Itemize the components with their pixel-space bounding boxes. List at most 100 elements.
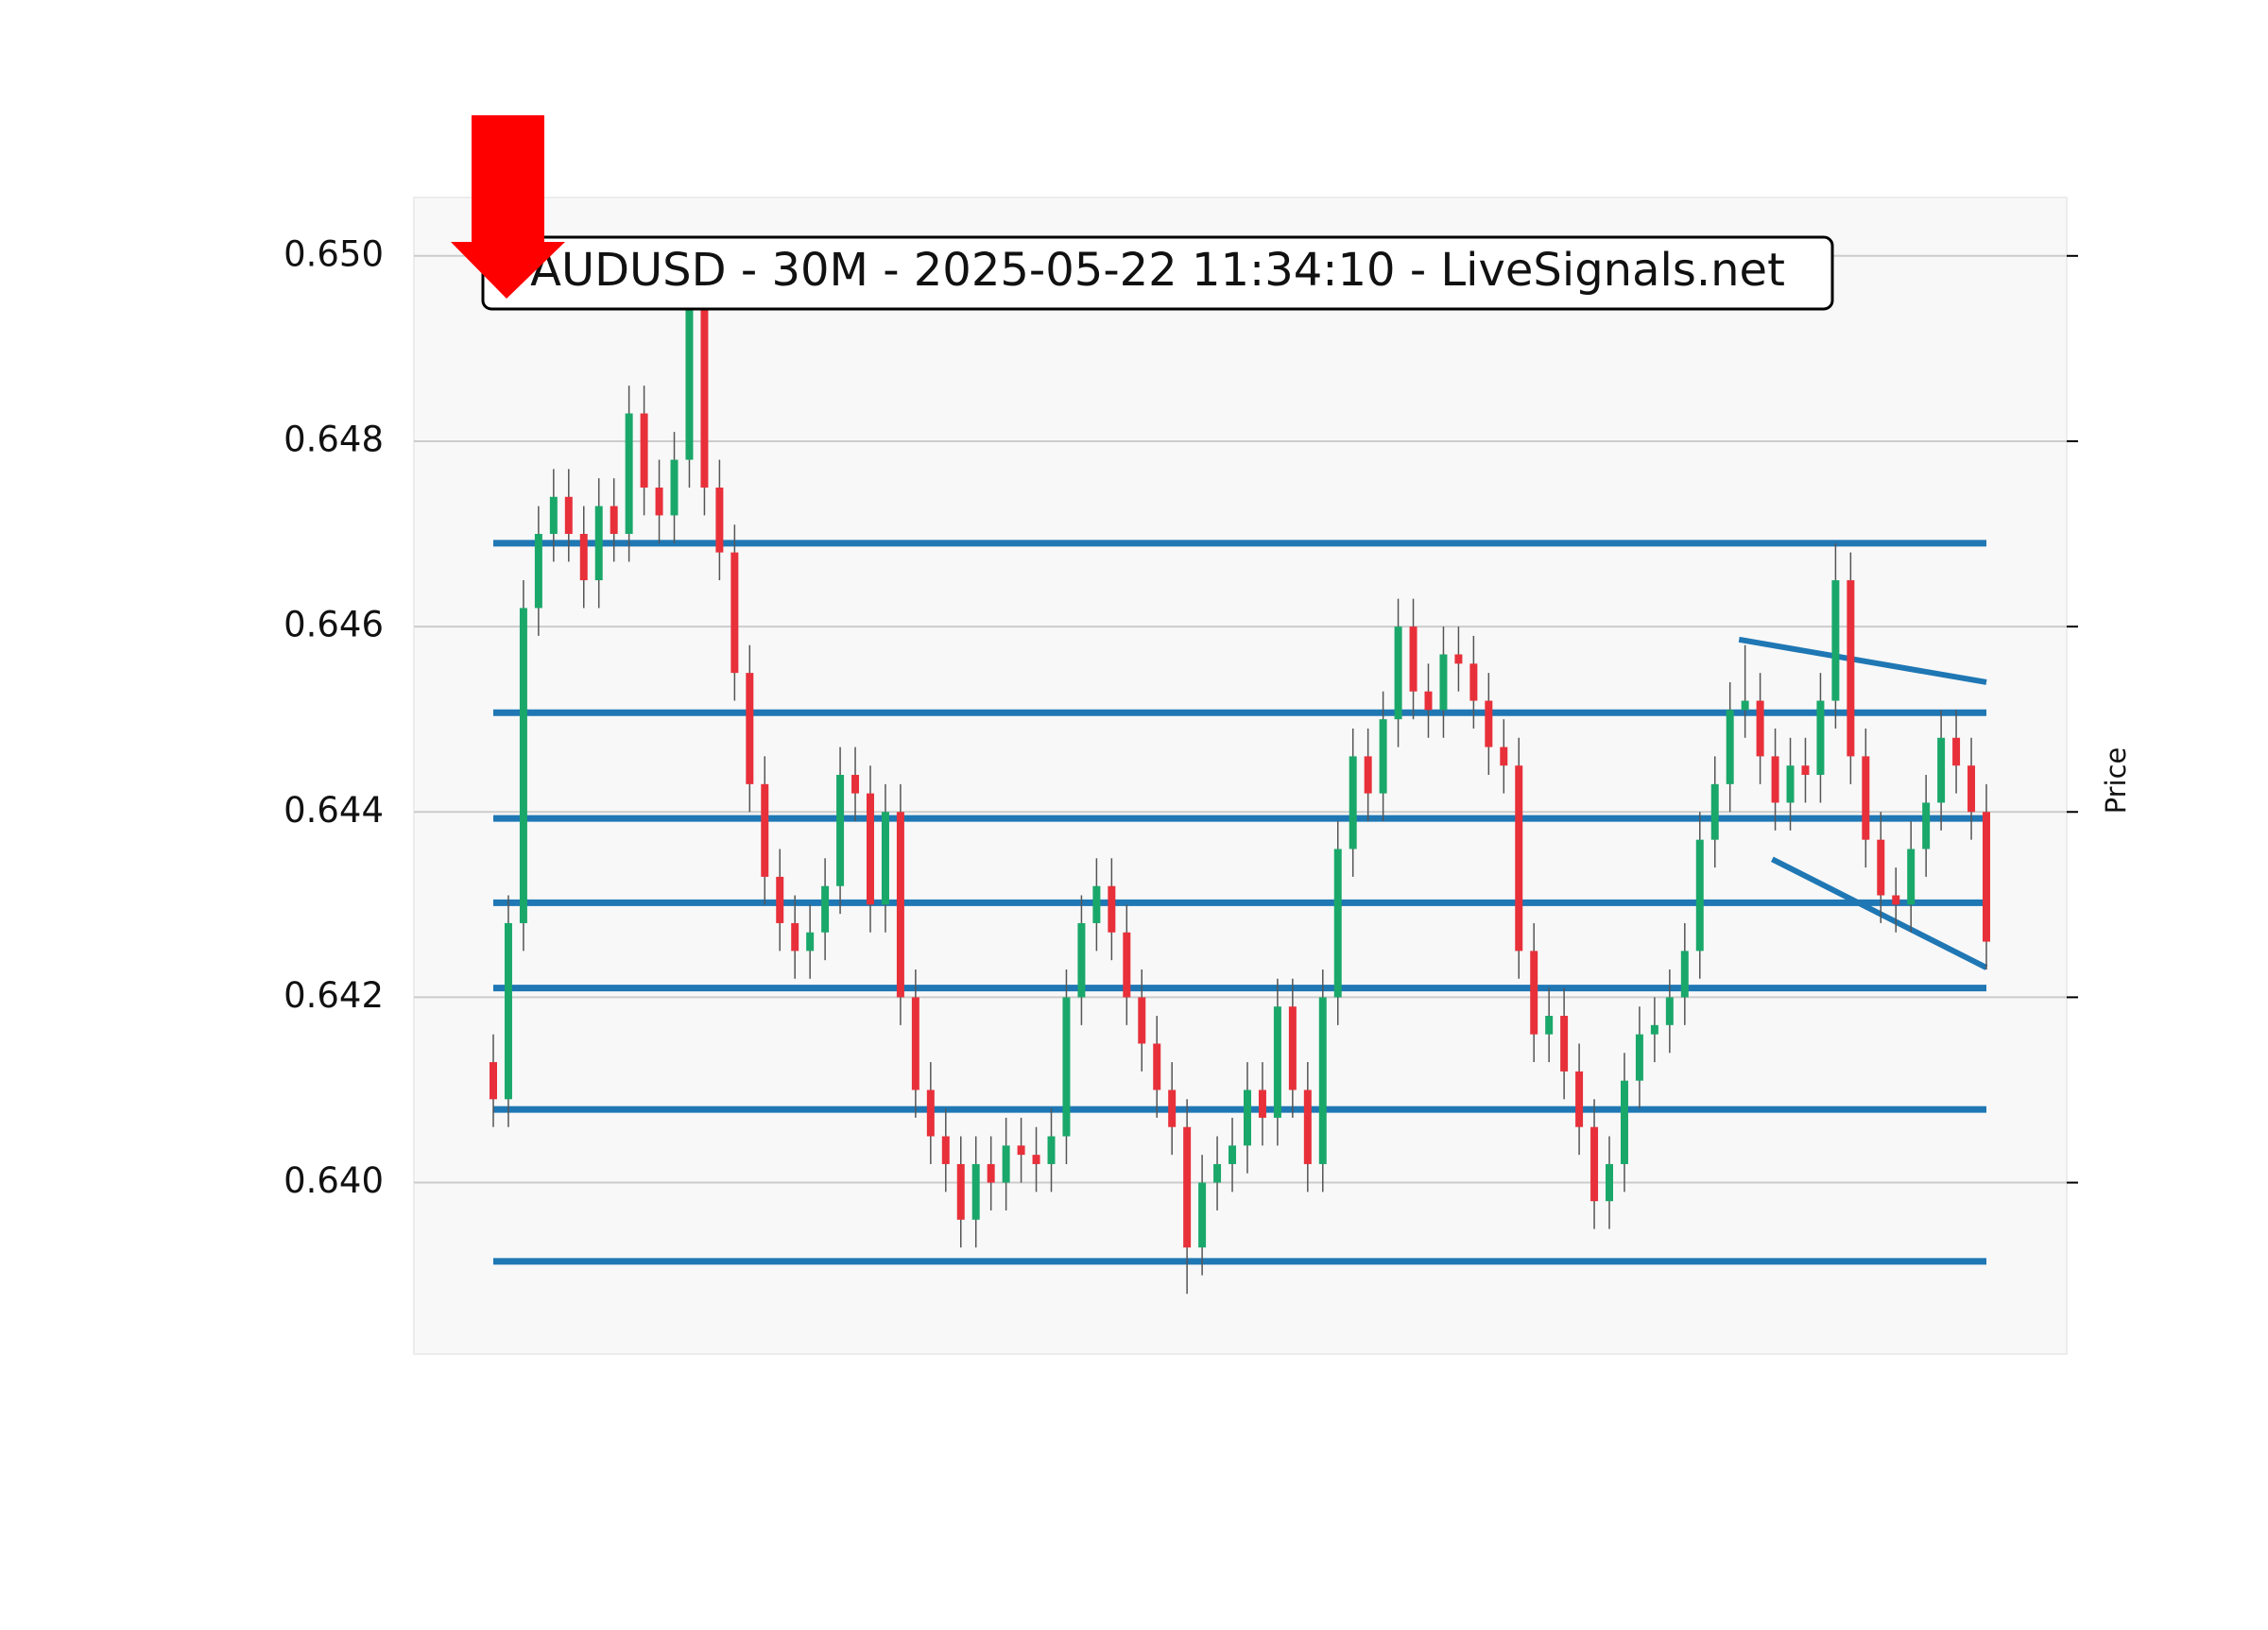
candle-body <box>1515 765 1523 952</box>
candle-body <box>625 413 633 535</box>
candle-body <box>1967 765 1976 813</box>
y-axis-label: Price <box>2100 747 2132 815</box>
chart-title: AUDUSD - 30M - 2025-05-22 11:34:10 - Liv… <box>530 244 1785 297</box>
candle-body <box>851 775 860 794</box>
candle-body <box>1816 700 1825 776</box>
plot-area <box>413 197 2068 1355</box>
candle-body <box>1862 756 1870 840</box>
candle-body <box>1500 746 1508 766</box>
y-tick-label: 0.642 <box>284 975 384 1016</box>
candle-body <box>971 1163 980 1220</box>
candle-body <box>1454 654 1463 664</box>
candle-body <box>1560 1016 1569 1072</box>
y-axis: 0.640 0.642 0.644 0.646 0.648 0.650 <box>284 233 2078 1201</box>
candle-body <box>881 812 889 905</box>
candle-body <box>1303 1090 1312 1164</box>
candle-body <box>1213 1163 1222 1183</box>
candle-body <box>534 534 542 609</box>
y-tick-label: 0.648 <box>284 419 384 459</box>
candle-body <box>1183 1126 1192 1248</box>
candle-body <box>519 608 527 923</box>
candle-body <box>806 932 815 952</box>
candle-body <box>1198 1182 1207 1248</box>
y-tick-label: 0.644 <box>284 790 384 831</box>
candle-body <box>579 534 588 581</box>
candles <box>490 255 1990 1295</box>
candle-body <box>1228 1145 1237 1164</box>
candle-body <box>1786 765 1795 803</box>
candle-body <box>1424 691 1433 711</box>
candle-body <box>640 413 648 488</box>
candle-body <box>490 1062 497 1100</box>
candle-body <box>1439 654 1448 711</box>
trend-line <box>1738 636 1987 685</box>
candle-body <box>791 922 799 952</box>
candle-body <box>1892 895 1900 905</box>
candle-body <box>1952 737 1961 766</box>
candle-body <box>1108 885 1116 933</box>
candle-body <box>1485 700 1493 747</box>
candle-body <box>1741 700 1749 711</box>
candle-body <box>1650 1024 1658 1035</box>
candle-body <box>564 496 573 535</box>
candle-body <box>1847 580 1855 757</box>
candle-body <box>1077 922 1086 998</box>
candle-body <box>746 673 754 784</box>
candle-body <box>1983 812 1990 942</box>
candle-body <box>941 1136 950 1164</box>
candle-body <box>1545 1016 1554 1035</box>
candle-body <box>896 812 904 998</box>
candle-body <box>1379 719 1387 794</box>
candle-body <box>1138 997 1146 1044</box>
candle-body <box>715 487 724 553</box>
candle-body <box>1002 1145 1010 1183</box>
candle-body <box>1831 580 1840 701</box>
candle-body <box>821 885 830 933</box>
candle-body <box>1047 1136 1056 1164</box>
candle-body <box>549 496 558 535</box>
candle-body <box>1756 700 1764 757</box>
candle-body <box>670 459 679 516</box>
levels <box>493 540 1988 1265</box>
candle-body <box>1409 626 1418 692</box>
candle-body <box>685 293 694 460</box>
candle-body <box>867 793 874 905</box>
candle-body <box>1017 1145 1025 1156</box>
candle-body <box>1123 932 1131 998</box>
y-tick-label: 0.646 <box>284 605 384 645</box>
candle-body <box>1288 1006 1297 1090</box>
candle-body <box>1907 849 1916 905</box>
candle-body <box>1062 997 1071 1137</box>
candle-body <box>504 922 512 1100</box>
candle-body <box>1575 1071 1584 1127</box>
candle-body <box>1937 737 1946 803</box>
candle-body <box>1168 1090 1177 1127</box>
candle-body <box>911 997 919 1090</box>
trend-line <box>1771 856 1988 970</box>
candle-body <box>1364 756 1372 794</box>
candle-body <box>1333 849 1342 998</box>
candle-body <box>776 876 784 923</box>
candle-body <box>1153 1043 1161 1090</box>
candle-body <box>1695 839 1704 952</box>
candle-body <box>1349 756 1357 849</box>
candle-body <box>987 1163 995 1183</box>
candle-body <box>836 775 845 886</box>
arrow-head <box>451 242 565 299</box>
candle-body <box>1243 1090 1251 1146</box>
candle-body <box>1469 663 1478 701</box>
candle-body <box>1922 802 1931 849</box>
y-tick-label: 0.640 <box>284 1160 384 1201</box>
candle-body <box>1680 951 1689 998</box>
candle-body <box>926 1090 935 1137</box>
candle-body <box>594 506 603 581</box>
candle-body <box>956 1163 965 1220</box>
candle-body <box>1258 1090 1266 1118</box>
candle-body <box>1032 1155 1040 1164</box>
candle-body <box>1092 885 1101 923</box>
candle-body <box>1771 756 1779 803</box>
candle-body <box>1635 1034 1643 1081</box>
candle-body <box>655 487 663 516</box>
candle-body <box>1710 783 1719 840</box>
